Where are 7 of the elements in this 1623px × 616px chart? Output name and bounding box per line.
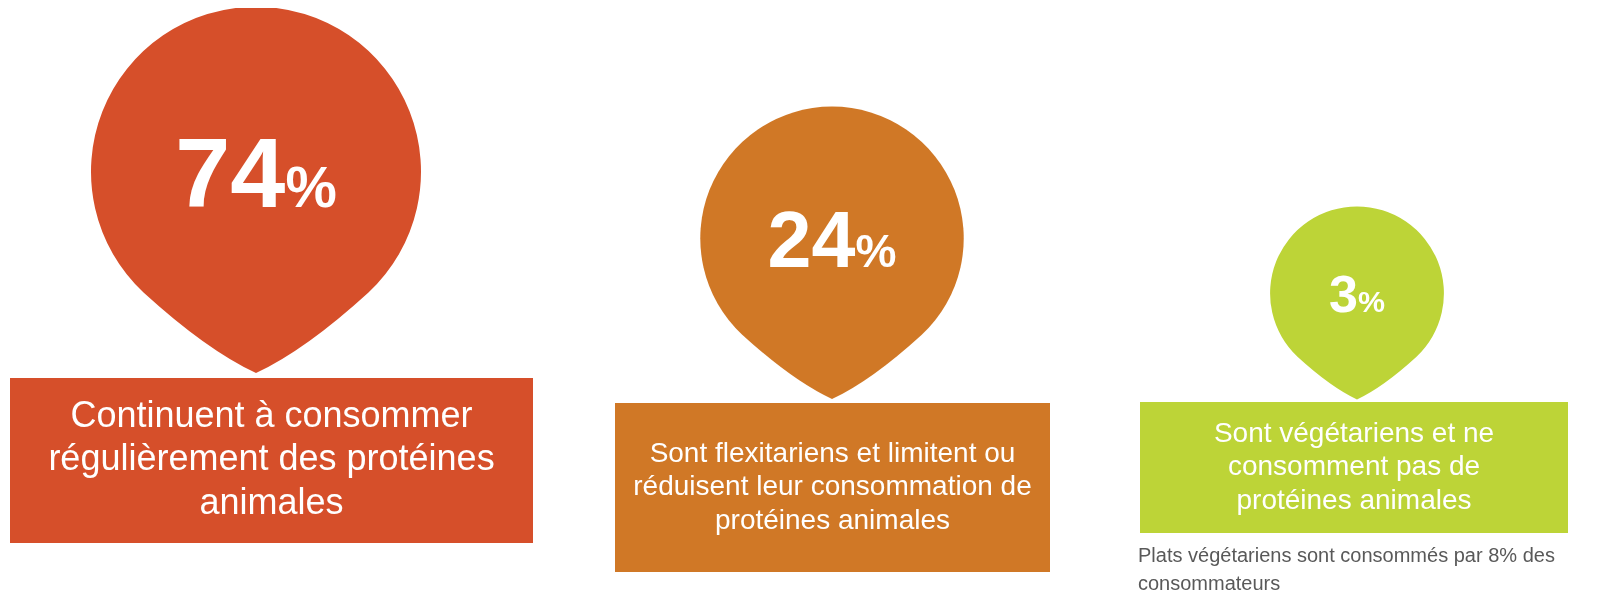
data-label: 3% <box>1328 265 1386 324</box>
text: Plats végétariens sont consommés par 8% des consommateurs <box>1138 543 1555 594</box>
category-label: Sont végétariens et ne consomment pas de protéines animales <box>1213 416 1495 515</box>
category-label: Sont flexitariens et limitent ou réduisent leur consommation de protéines animales <box>633 436 1032 535</box>
category-label: Continuent à consommer régulièrement des protéines animales <box>48 394 495 522</box>
data-label: 74% <box>175 117 337 229</box>
data-label: 24% <box>767 194 897 284</box>
